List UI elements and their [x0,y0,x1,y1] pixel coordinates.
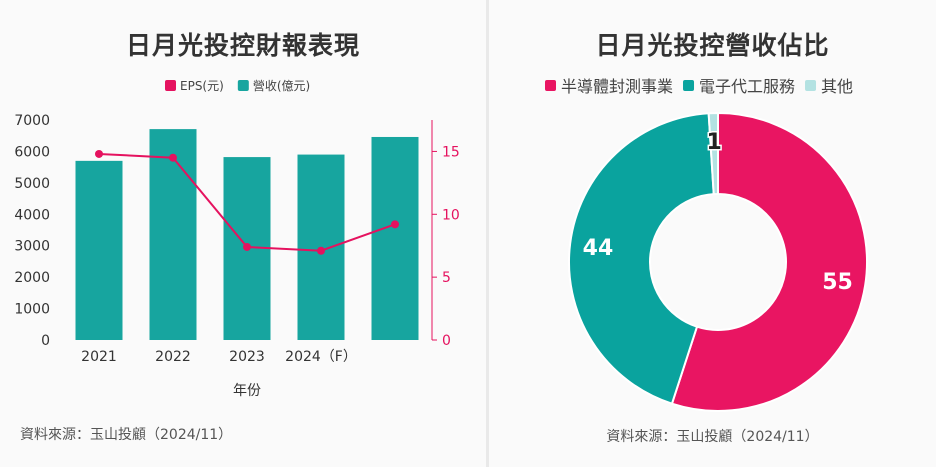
legend-swatch[interactable] [545,80,556,91]
y2-tick-label: 15 [442,144,460,160]
right-chart-source: 資料來源：玉山投顧（2024/11） [606,429,819,445]
financial-performance-panel: 日月光投控財報表現 EPS(元) 營收(億元) 0 1000 2000 3000 4000 5… [14,31,460,443]
x-axis: 2021 2022 2023 2024（F） 年份 [81,349,357,399]
x-tick-label: 2023 [229,349,265,365]
legend-label-eps[interactable]: EPS(元) [180,79,224,93]
x-tick-label: 2022 [155,349,191,365]
y-tick-label: 6000 [14,144,50,160]
x-axis-label: 年份 [233,383,261,399]
y-tick-label: 7000 [14,113,50,129]
revenue-share-donut-chart: 半導體封測事業 電子代工服務 其他 55 44 1 [545,77,868,412]
revenue-bar[interactable] [371,136,419,340]
left-chart-title: 日月光投控財報表現 [125,31,360,60]
eps-point[interactable] [317,246,325,255]
donut-data-label: 55 [822,270,853,295]
donut-data-label: 44 [583,236,614,261]
revenue-share-panel: 日月光投控營收佔比 半導體封測事業 電子代工服務 其他 55 44 1 資料來源：玉山投顧… [489,0,936,467]
donut-slice[interactable] [670,111,868,412]
y-tick-label: 3000 [14,239,50,255]
y2-tick-label: 10 [442,207,460,223]
right-chart-title: 日月光投控營收佔比 [595,31,830,60]
legend-swatch[interactable] [805,80,817,91]
donut-slice[interactable] [568,112,715,405]
x-tick-label: 2021 [81,349,117,365]
revenue-bars [75,129,419,340]
legend-label[interactable]: 其他 [821,77,853,96]
legend-label[interactable]: 半導體封測事業 [561,77,673,96]
y-tick-label: 5000 [14,176,50,192]
x-tick-label: 2024（F） [285,349,357,365]
financial-combo-chart: EPS(元) 營收(億元) 0 1000 2000 3000 4000 5000 6000 700… [14,79,460,399]
y-axis-left: 0 1000 2000 3000 4000 5000 6000 7000 [14,113,50,349]
legend-label-revenue[interactable]: 營收(億元) [253,79,310,93]
eps-point[interactable] [391,220,399,229]
legend-swatch[interactable] [683,80,695,91]
donut-data-label: 1 [707,130,722,155]
y2-tick-label: 5 [442,270,451,286]
donut-data-labels: 55 44 1 [583,129,853,295]
legend-swatch-revenue[interactable] [237,80,249,91]
y-tick-label: 2000 [14,270,50,286]
panel-divider [486,0,489,467]
y-tick-label: 4000 [14,207,50,223]
y-axis-right: 0 5 10 15 [431,120,460,349]
legend-label[interactable]: 電子代工服務 [699,77,795,96]
eps-point[interactable] [95,149,103,158]
donut-legend: 半導體封測事業 電子代工服務 其他 [545,77,853,96]
eps-point[interactable] [169,153,177,162]
revenue-bar[interactable] [149,129,197,340]
y-tick-label: 1000 [14,302,50,318]
eps-point[interactable] [243,242,251,251]
revenue-bar[interactable] [75,160,123,340]
y2-tick-label: 0 [442,333,451,349]
left-chart-source: 資料來源：玉山投顧（2024/11） [20,427,233,443]
legend-swatch-eps[interactable] [165,80,176,91]
donut-slice[interactable] [707,111,719,196]
y-tick-label: 0 [41,333,50,349]
donut-slices [568,111,868,412]
chart-legend: EPS(元) 營收(億元) [165,79,310,93]
